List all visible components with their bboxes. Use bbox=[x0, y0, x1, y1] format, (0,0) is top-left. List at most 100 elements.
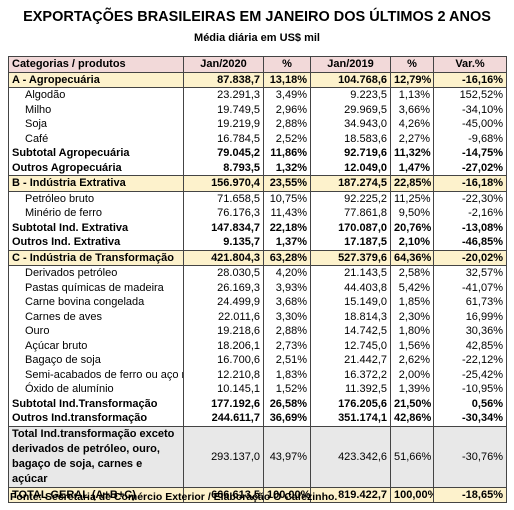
table-cell: 11,32% bbox=[390, 146, 434, 161]
table-cell: -20,02% bbox=[433, 249, 507, 266]
table-cell: Outros Agropecuária bbox=[8, 160, 184, 176]
table-row: Petróleo bruto 71.658,5 10,75% 92.225,2 11,2… bbox=[8, 191, 507, 206]
table-cell: 170.087,0 bbox=[310, 220, 391, 235]
table-cell: 3,66% bbox=[390, 102, 434, 117]
table-row: Subtotal Ind. Extrativa 147.834,7 22,18% 17… bbox=[8, 220, 507, 235]
table-cell: 71.658,5 bbox=[183, 191, 264, 206]
table-cell: C - Indústria de Transformação bbox=[8, 249, 184, 266]
table-cell: 2,88% bbox=[263, 324, 311, 339]
exports-table: Categorias / produtos Jan/2020% Jan/2019% V… bbox=[8, 56, 507, 503]
header-cell: Var.% bbox=[433, 56, 507, 73]
table-cell: -27,02% bbox=[433, 160, 507, 176]
header-cell: Jan/2019 bbox=[310, 56, 391, 73]
table-cell: 3,68% bbox=[263, 295, 311, 310]
table-cell: -46,85% bbox=[433, 235, 507, 250]
table-cell: 19.749,5 bbox=[183, 102, 264, 117]
header-row: Categorias / produtos Jan/2020% Jan/2019% V… bbox=[8, 56, 507, 73]
table-row: Carnes de aves 22.011,6 3,30% 18.814,3 2,30%… bbox=[8, 309, 507, 324]
table-cell: 21.143,5 bbox=[310, 265, 391, 281]
table-cell: 293.137,0 bbox=[183, 425, 264, 488]
table-row: A - Agropecuária 87.838,7 13,18% 104.768,6 1… bbox=[8, 71, 507, 88]
table-cell: Soja bbox=[8, 117, 184, 132]
table-cell: 5,42% bbox=[390, 280, 434, 295]
table-cell: 12.745,0 bbox=[310, 338, 391, 353]
table-row: Ouro 19.218,6 2,88% 14.742,5 1,80% 30,36% bbox=[8, 324, 507, 339]
table-cell: B - Indústria Extrativa bbox=[8, 175, 184, 192]
table-cell: 9,50% bbox=[390, 206, 434, 221]
table-cell: TOTAL GERAL (A+B+C) bbox=[8, 486, 184, 503]
table-cell: 2,51% bbox=[263, 353, 311, 368]
table-cell: 16.784,5 bbox=[183, 131, 264, 146]
table-cell: 12,79% bbox=[390, 71, 434, 88]
table-row: Carne bovina congelada 24.499,9 3,68% 15.14… bbox=[8, 295, 507, 310]
table-cell: 64,36% bbox=[390, 249, 434, 266]
title: EXPORTAÇÕES BRASILEIRAS EM JANEIRO DOS Ú… bbox=[23, 9, 491, 25]
table-cell: 147.834,7 bbox=[183, 220, 264, 235]
table-row: Total Ind.transformação exceto derivados… bbox=[8, 425, 507, 488]
table-cell: -34,10% bbox=[433, 102, 507, 117]
table-row: Outros Ind. Extrativa 9.135,7 1,37% 17.187,… bbox=[8, 235, 507, 250]
table-cell: Semi-acabados de ferro ou aço n bbox=[8, 367, 184, 382]
table-cell: 63,28% bbox=[263, 249, 311, 266]
table-row: Subtotal Agropecuária 79.045,2 11,86% 92.71… bbox=[8, 146, 507, 161]
table-cell: 156.970,4 bbox=[183, 175, 264, 192]
table-cell: 1,56% bbox=[390, 338, 434, 353]
table-cell: 79.045,2 bbox=[183, 146, 264, 161]
table-cell: 3,49% bbox=[263, 87, 311, 103]
table-row: Minério de ferro 76.176,3 11,43% 77.861,8 9,… bbox=[8, 206, 507, 221]
table-cell: 21,50% bbox=[390, 396, 434, 411]
table-cell: Carnes de aves bbox=[8, 309, 184, 324]
table-cell: 76.176,3 bbox=[183, 206, 264, 221]
table-row: B - Indústria Extrativa 156.970,4 23,55% 18… bbox=[8, 175, 507, 192]
table-cell: -18,65% bbox=[433, 486, 507, 503]
table-cell: 11,25% bbox=[390, 191, 434, 206]
table-cell: -25,42% bbox=[433, 367, 507, 382]
table-cell: -2,16% bbox=[433, 206, 507, 221]
table-row: Semi-acabados de ferro ou aço n 12.210,8 1… bbox=[8, 367, 507, 382]
table-cell: 18.206,1 bbox=[183, 338, 264, 353]
table-cell: 2,73% bbox=[263, 338, 311, 353]
table-cell: A - Agropecuária bbox=[8, 71, 184, 88]
table-cell: 23,55% bbox=[263, 175, 311, 192]
table-cell: Milho bbox=[8, 102, 184, 117]
table-cell: 2,30% bbox=[390, 309, 434, 324]
table-cell: 1,85% bbox=[390, 295, 434, 310]
table-cell: 14.742,5 bbox=[310, 324, 391, 339]
table-cell: Pastas químicas de madeira bbox=[8, 280, 184, 295]
table-cell: -13,08% bbox=[433, 220, 507, 235]
table-row: Soja 19.219,9 2,88% 34.943,0 4,26% -45,00% bbox=[8, 117, 507, 132]
table-cell: -30,76% bbox=[433, 425, 507, 488]
header-cell: Categorias / produtos bbox=[8, 56, 184, 73]
table-cell: 3,30% bbox=[263, 309, 311, 324]
table-cell: 13,18% bbox=[263, 71, 311, 88]
table-cell: 18.814,3 bbox=[310, 309, 391, 324]
table-cell: 26,58% bbox=[263, 396, 311, 411]
table-cell: Total Ind.transformação exceto derivados… bbox=[8, 425, 184, 488]
table-cell: -22,30% bbox=[433, 191, 507, 206]
table-cell: Café bbox=[8, 131, 184, 146]
table-cell: -16,18% bbox=[433, 175, 507, 192]
header-cell: Jan/2020 bbox=[183, 56, 264, 73]
table-cell: Derivados petróleo bbox=[8, 265, 184, 281]
table-cell: 44.403,8 bbox=[310, 280, 391, 295]
table-cell: 2,96% bbox=[263, 102, 311, 117]
table-cell: 244.611,7 bbox=[183, 411, 264, 426]
table-cell: -9,68% bbox=[433, 131, 507, 146]
table-cell: -30,34% bbox=[433, 411, 507, 426]
table-row: Açúcar bruto 18.206,1 2,73% 12.745,0 1,56% 42… bbox=[8, 338, 507, 353]
table-cell: 666.613,5 bbox=[183, 486, 264, 503]
table-cell: -41,07% bbox=[433, 280, 507, 295]
table-cell: -14,75% bbox=[433, 146, 507, 161]
table-cell: 423.342,6 bbox=[310, 425, 391, 488]
table-cell: Outros Ind. Extrativa bbox=[8, 235, 184, 250]
table-cell: 26.169,3 bbox=[183, 280, 264, 295]
table-row: TOTAL GERAL (A+B+C) 666.613,5 100,00% 819.4… bbox=[8, 486, 507, 503]
table-cell: 527.379,6 bbox=[310, 249, 391, 266]
table-cell: 1,32% bbox=[263, 160, 311, 176]
table-cell: -45,00% bbox=[433, 117, 507, 132]
table-cell: 19.219,9 bbox=[183, 117, 264, 132]
table-cell: 32,57% bbox=[433, 265, 507, 281]
table-row: Bagaço de soja 16.700,6 2,51% 21.442,7 2,62%… bbox=[8, 353, 507, 368]
table-cell: -16,16% bbox=[433, 71, 507, 88]
